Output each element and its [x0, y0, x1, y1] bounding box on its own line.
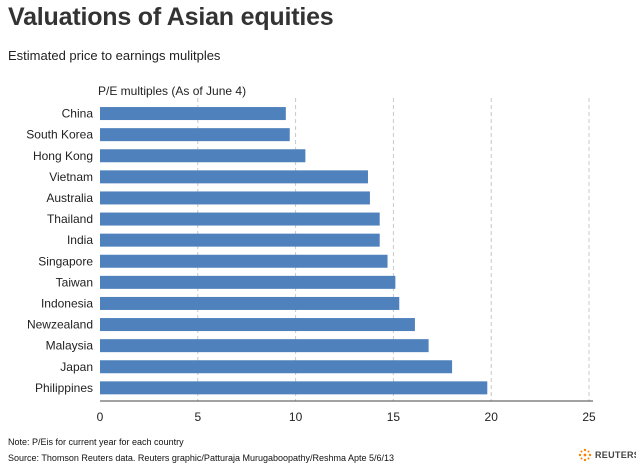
reuters-dots-icon	[578, 448, 592, 462]
chart-title: Valuations of Asian equities	[8, 3, 334, 31]
category-label: Singapore	[38, 254, 93, 268]
category-label: China	[62, 107, 94, 121]
category-label: India	[67, 233, 93, 247]
bar-indonesia	[100, 296, 400, 310]
bar-india	[100, 233, 380, 247]
category-label: Vietnam	[49, 170, 93, 184]
x-tick-label: 0	[97, 410, 104, 424]
bar-south-korea	[100, 128, 290, 142]
bar-philippines	[100, 381, 488, 395]
x-tick-label: 15	[387, 410, 401, 424]
category-label: Hong Kong	[33, 149, 93, 163]
category-label: Philippines	[35, 381, 93, 395]
x-tick-label: 5	[194, 410, 201, 424]
footnote: Note: P/Eis for current year for each co…	[8, 437, 184, 447]
bar-vietnam	[100, 170, 368, 184]
category-label: Taiwan	[56, 275, 93, 289]
x-tick-label: 25	[582, 410, 596, 424]
chart-subtitle: Estimated price to earnings mulitples	[8, 48, 221, 63]
bar-taiwan	[100, 275, 396, 289]
bar-china	[100, 107, 286, 121]
category-label: Thailand	[47, 212, 93, 226]
value-axis-title: P/E multiples (As of June 4)	[98, 84, 247, 98]
reuters-logo: REUTERS	[578, 448, 636, 462]
bar-hong-kong	[100, 149, 306, 163]
category-label: South Korea	[26, 128, 93, 142]
category-label: Australia	[46, 191, 93, 205]
category-label: Newzealand	[27, 318, 93, 332]
bar-australia	[100, 191, 370, 205]
category-label: Malaysia	[46, 339, 94, 353]
x-tick-label: 20	[485, 410, 499, 424]
category-label: Japan	[60, 360, 93, 374]
bar-thailand	[100, 212, 380, 226]
x-tick-label: 10	[289, 410, 303, 424]
source-credit: Source: Thomson Reuters data. Reuters gr…	[8, 453, 395, 463]
bar-malaysia	[100, 339, 429, 353]
bar-singapore	[100, 254, 388, 268]
bar-newzealand	[100, 318, 415, 332]
bar-japan	[100, 360, 453, 374]
logo-wordmark: REUTERS	[595, 450, 636, 460]
category-label: Indonesia	[41, 296, 93, 310]
